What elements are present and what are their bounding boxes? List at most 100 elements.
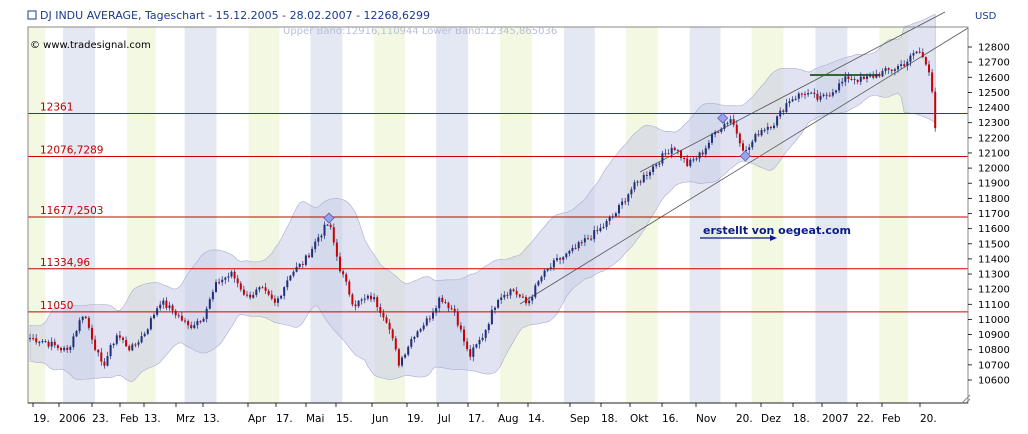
candle-body <box>689 159 692 166</box>
candle-body <box>642 174 645 183</box>
resize-grip-icon[interactable] <box>961 394 971 404</box>
candle-body <box>931 72 934 92</box>
candle-body <box>841 81 844 84</box>
candle-body <box>273 298 276 303</box>
candle-body <box>667 153 670 155</box>
x-tick-label: Mrz <box>176 413 195 425</box>
candle-body <box>825 94 828 96</box>
candle-body <box>577 242 580 249</box>
candle-body <box>236 278 239 284</box>
y-tick-label: 12300 <box>978 118 1010 129</box>
candle-body <box>280 295 283 299</box>
x-tick-label: 20. <box>920 413 937 425</box>
y-tick-label: 11500 <box>978 239 1010 250</box>
candle-body <box>497 299 500 308</box>
candle-body <box>326 224 329 226</box>
candle-body <box>401 357 403 366</box>
candle-body <box>676 149 679 151</box>
candle-body <box>735 124 738 134</box>
stripe <box>216 27 249 403</box>
candle-body <box>128 346 131 351</box>
candle-body <box>87 317 90 328</box>
candle-body <box>193 325 196 329</box>
candle-body <box>720 128 723 132</box>
x-tick-label: Okt <box>630 413 648 425</box>
x-tick-label: 18. <box>793 413 810 425</box>
candle-body <box>782 110 785 112</box>
candle-body <box>714 131 717 135</box>
candle-body <box>763 129 766 131</box>
candle-body <box>50 341 53 347</box>
candle-body <box>463 329 465 342</box>
candle-body <box>317 237 320 242</box>
candle-body <box>494 307 496 310</box>
candle-body <box>686 158 689 166</box>
candle-body <box>53 341 56 346</box>
candle-body <box>162 300 165 305</box>
candle-body <box>624 201 627 203</box>
stripe <box>689 27 721 403</box>
candle-body <box>856 79 859 82</box>
trend-line-upper <box>639 11 946 173</box>
watermark: © www.tradesignal.com <box>30 40 151 51</box>
candle-body <box>72 336 75 347</box>
chart-icon <box>27 10 37 20</box>
candle-body <box>159 304 162 309</box>
candle-body <box>382 312 385 318</box>
candle-body <box>137 342 140 345</box>
candle-body <box>500 297 503 300</box>
high-marker <box>323 212 335 224</box>
y-tick-label: 11600 <box>978 224 1010 235</box>
y-tick-label: 10600 <box>978 376 1010 387</box>
candle-body <box>363 298 366 300</box>
candle-body <box>379 307 382 313</box>
candle-body <box>618 205 620 214</box>
candle-body <box>819 95 822 100</box>
x-tick-label: 19. <box>407 413 424 425</box>
candle-body <box>531 297 534 301</box>
candle-body <box>869 75 872 77</box>
candle-body <box>475 344 478 348</box>
candle-body <box>60 347 62 351</box>
y-tick-label: 11300 <box>978 270 1010 281</box>
candle-body <box>456 312 459 326</box>
candle-body <box>397 349 400 366</box>
candle-body <box>481 337 484 340</box>
candle-body <box>258 287 261 290</box>
candle-body <box>621 201 624 206</box>
x-tick-label: 23. <box>92 413 109 425</box>
candle-body <box>645 174 648 176</box>
x-tick-label: 17. <box>468 413 485 425</box>
candle-body <box>438 297 441 309</box>
candle-body <box>630 189 633 195</box>
candle-body <box>255 289 258 295</box>
candle-body <box>215 282 217 292</box>
candle-body <box>590 238 593 240</box>
y-tick-label: 11900 <box>978 179 1010 190</box>
candle-body <box>484 330 487 338</box>
candle-body <box>711 134 713 143</box>
candle-body <box>444 302 447 304</box>
candle-body <box>264 287 267 291</box>
y-tick-label: 12000 <box>978 164 1010 175</box>
candle-body <box>277 298 279 303</box>
support-line-label: 12076,7289 <box>40 144 103 156</box>
candle-body <box>661 153 664 164</box>
candle-body <box>574 247 577 249</box>
candle-body <box>249 294 252 298</box>
candle-body <box>404 354 407 358</box>
candle-body <box>370 295 372 300</box>
candle-body <box>776 116 779 126</box>
candle-body <box>221 279 224 283</box>
support-lines: 12361 12076,7289 11677,2503 11334,96 11050 <box>28 101 968 313</box>
candle-body <box>125 339 128 347</box>
x-tick-label: 2007 <box>822 413 849 425</box>
candle-body <box>680 150 682 159</box>
candle-body <box>884 68 887 72</box>
candle-body <box>394 338 397 350</box>
candle-body <box>311 248 314 258</box>
candle-body <box>419 329 422 332</box>
candle-body <box>366 295 369 299</box>
candle-body <box>388 322 391 330</box>
